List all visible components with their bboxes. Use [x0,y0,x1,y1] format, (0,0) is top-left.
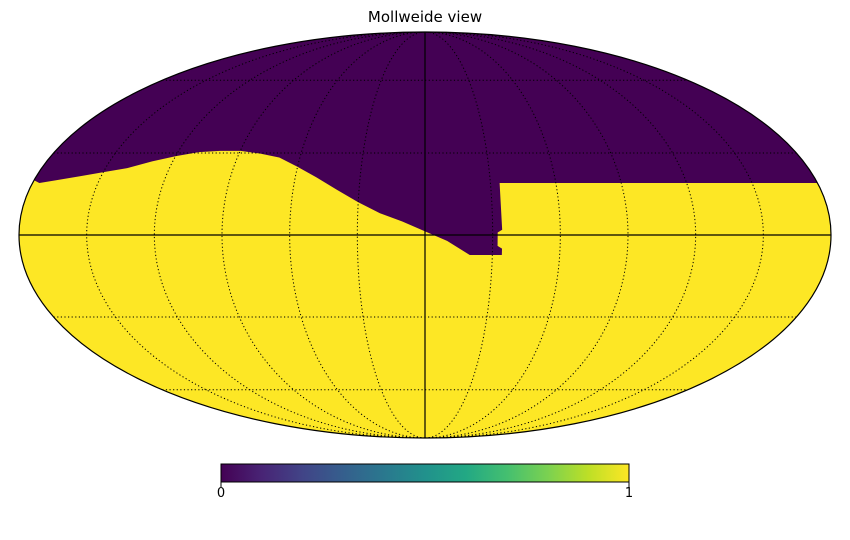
meridian-line [153,32,426,438]
colorbar-max-label: 1 [624,486,634,501]
colorbar [220,463,630,483]
map-title: Mollweide view [367,8,483,26]
map-outline [18,31,832,439]
meridian-line [356,32,426,438]
meridian-line [424,32,764,438]
meridian-line [424,32,494,438]
meridian-line [86,32,426,438]
meridian-line [424,32,697,438]
colorbar-min-label: 0 [216,486,226,501]
